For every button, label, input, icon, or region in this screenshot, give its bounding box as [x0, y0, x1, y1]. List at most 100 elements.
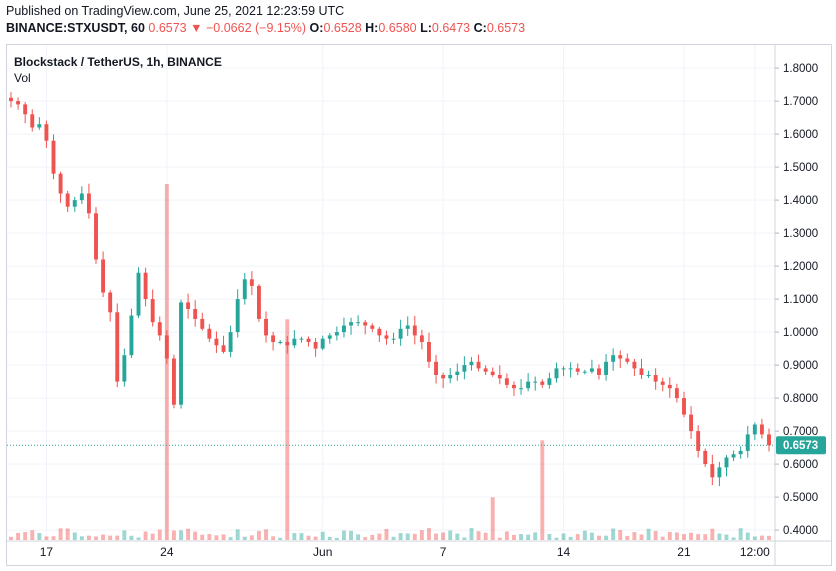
volume-bar — [703, 534, 708, 540]
x-tick-label: 12:00 — [740, 545, 770, 559]
volume-bar — [575, 534, 580, 540]
volume-bar — [271, 536, 276, 540]
volume-bar — [221, 534, 226, 540]
volume-bar — [526, 534, 531, 540]
low-label: L: — [420, 21, 432, 35]
y-tick-label: 1.7000 — [783, 96, 818, 108]
candle-body — [427, 342, 431, 362]
candle-body — [249, 279, 254, 286]
candle-body — [306, 338, 311, 342]
candle-body — [72, 200, 77, 207]
volume-bar — [363, 537, 368, 540]
high-label: H: — [365, 21, 379, 35]
candle-body — [717, 467, 722, 478]
y-tick-label: 1.1000 — [783, 294, 818, 306]
candle-body — [65, 193, 70, 207]
volume-bar — [759, 535, 764, 540]
candle-body — [58, 173, 63, 194]
y-tick-label: 0.4000 — [783, 525, 818, 537]
candle-body — [504, 378, 509, 385]
candle-body — [589, 368, 594, 372]
y-tick-label: 1.3000 — [783, 228, 818, 240]
volume-bar — [9, 536, 13, 540]
volume-bar — [356, 534, 361, 540]
candle-body — [94, 213, 98, 260]
last-price-tag — [776, 436, 826, 455]
volume-bar — [412, 533, 417, 540]
y-tick-label: 1.4000 — [783, 195, 818, 207]
volume-bar — [214, 535, 219, 540]
y-tick-label: 0.7000 — [783, 426, 818, 438]
candle-body — [540, 381, 545, 385]
volume-bar — [101, 534, 106, 540]
candle-body — [349, 322, 353, 326]
x-tick-label: Jun — [313, 545, 332, 559]
volume-bar — [448, 530, 453, 540]
volume-bar — [349, 530, 353, 540]
volume-bar — [462, 537, 467, 540]
candle-body — [731, 454, 736, 458]
volume-bar — [547, 533, 552, 540]
candle-body — [703, 450, 708, 465]
candle-body — [30, 114, 35, 128]
price-change: −0.0662 (−9.15%) — [205, 21, 307, 35]
candle-body — [79, 193, 84, 201]
volume-bar — [398, 533, 403, 540]
candle-body — [44, 124, 49, 141]
volume-bar — [377, 533, 382, 540]
legend-title: Blockstack / TetherUS, 1h, BINANCE — [14, 55, 222, 69]
y-tick-label: 1.5000 — [783, 162, 818, 174]
candle-body — [37, 124, 42, 128]
candle-body — [370, 325, 375, 329]
candle-body — [256, 285, 261, 319]
candle-body — [377, 328, 382, 336]
published-note: Published on TradingView.com, June 25, 2… — [6, 4, 345, 18]
volume-bar — [724, 534, 729, 540]
volume-bar — [554, 537, 559, 540]
candle-body — [228, 332, 233, 352]
candle-body — [455, 371, 460, 375]
y-tick-label: 0.5000 — [783, 492, 818, 504]
candle-body — [186, 302, 191, 309]
volume-bar — [653, 530, 658, 540]
candle-body — [419, 335, 424, 342]
candle-body — [646, 375, 651, 376]
candle-body — [412, 325, 417, 336]
volume-bar — [44, 536, 49, 540]
candle-body — [582, 371, 587, 373]
volume-bar — [512, 534, 516, 540]
volume-bar — [37, 533, 42, 540]
candle-body — [689, 414, 694, 432]
candle-body — [101, 259, 106, 293]
volume-bar — [264, 529, 268, 540]
candle-body — [469, 361, 474, 366]
candle-body — [490, 371, 495, 375]
close-label: C: — [473, 21, 487, 35]
volume-bar — [696, 534, 701, 540]
candle-body — [441, 375, 446, 379]
volume-bar — [490, 497, 495, 540]
candle-body — [405, 325, 410, 329]
y-tick-label: 1.2000 — [783, 261, 818, 273]
candle-body — [653, 375, 658, 382]
candle-body — [710, 464, 715, 478]
volume-bar — [639, 534, 644, 540]
volume-bar — [625, 535, 630, 540]
volume-bar — [334, 537, 339, 540]
candle-body — [264, 318, 268, 336]
volume-bar — [228, 537, 233, 540]
candle-body — [462, 365, 467, 372]
y-tick-label: 1.8000 — [783, 63, 818, 75]
candle-body — [16, 101, 21, 105]
volume-bar — [292, 533, 297, 540]
volume-bar — [476, 531, 481, 540]
volume-bar — [632, 532, 637, 540]
candle-body — [575, 368, 580, 372]
candle-body — [476, 361, 481, 369]
volume-bar — [23, 532, 28, 540]
volume-bar — [249, 535, 254, 540]
candle-body — [561, 368, 566, 370]
volume-bar — [136, 537, 141, 540]
candle-body — [285, 342, 290, 346]
